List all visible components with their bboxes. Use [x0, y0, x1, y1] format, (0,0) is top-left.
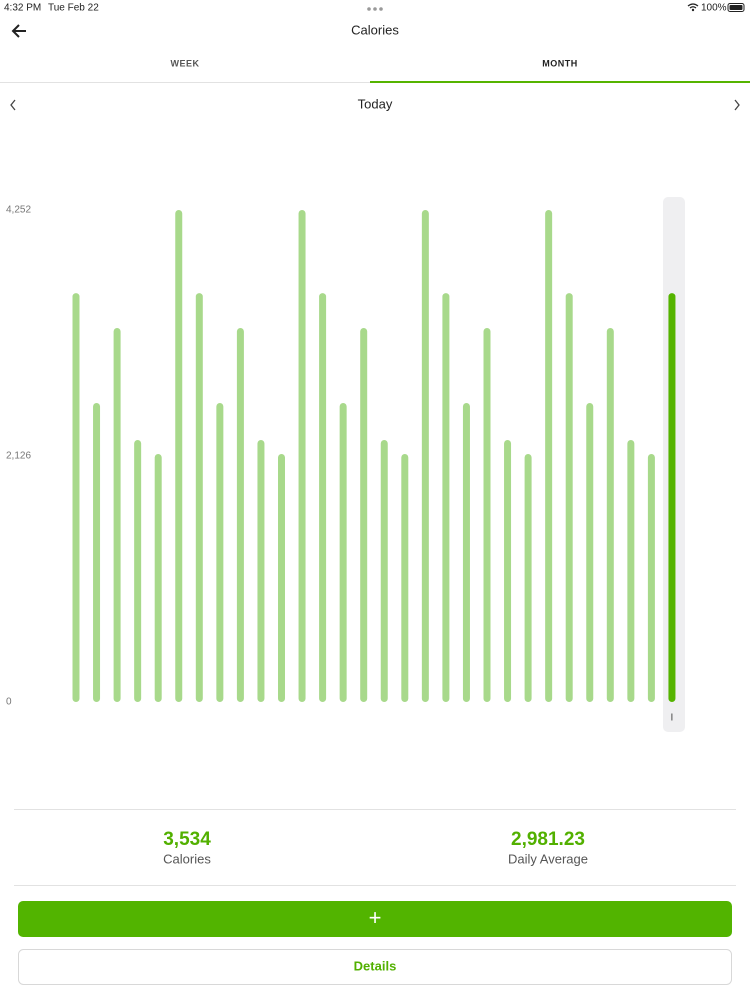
- y-tick-label: 0: [6, 697, 12, 708]
- bar[interactable]: [72, 293, 80, 702]
- wifi-icon: [687, 3, 699, 9]
- bar[interactable]: [93, 403, 101, 702]
- status-date: Tue Feb 22: [48, 3, 99, 14]
- tab-month[interactable]: MONTH: [542, 58, 578, 68]
- wifi-dot: [691, 8, 695, 12]
- bar[interactable]: [647, 454, 655, 702]
- bar[interactable]: [134, 440, 142, 702]
- status-time: 4:32 PM: [4, 3, 41, 14]
- bar[interactable]: [360, 328, 368, 702]
- bar[interactable]: [339, 403, 347, 702]
- prev-button[interactable]: [10, 99, 16, 111]
- summary-label: Daily Average: [508, 851, 588, 866]
- battery-icon: [727, 3, 745, 12]
- tab-week[interactable]: WEEK: [171, 58, 200, 68]
- x-tick-label: I: [671, 713, 674, 724]
- bar[interactable]: [586, 403, 594, 702]
- bar[interactable]: [545, 210, 553, 702]
- add-button[interactable]: [18, 901, 732, 937]
- bar[interactable]: [504, 440, 512, 702]
- bar[interactable]: [524, 454, 532, 702]
- battery-level: [729, 5, 743, 10]
- bar[interactable]: [483, 328, 491, 702]
- bar[interactable]: [175, 210, 183, 702]
- bar[interactable]: [195, 293, 203, 702]
- add-button-label: +: [369, 905, 382, 930]
- bar[interactable]: [401, 454, 409, 702]
- summary-label: Calories: [163, 851, 211, 866]
- next-button[interactable]: [734, 99, 740, 111]
- bar[interactable]: [606, 328, 614, 702]
- bar[interactable]: [236, 328, 244, 702]
- bar[interactable]: [421, 210, 429, 702]
- header-title: Calories: [351, 22, 399, 37]
- bar[interactable]: [442, 293, 450, 702]
- back-button[interactable]: [11, 24, 26, 38]
- bar[interactable]: [154, 454, 162, 702]
- bar[interactable]: [668, 293, 676, 702]
- status-battery: 100%: [701, 3, 727, 14]
- divider: [14, 885, 736, 886]
- divider: [14, 809, 736, 810]
- bar[interactable]: [278, 454, 285, 702]
- bar[interactable]: [380, 440, 388, 702]
- bar[interactable]: [462, 403, 470, 702]
- summary-value: 3,534: [163, 829, 211, 850]
- multitask-dots: [367, 7, 383, 11]
- bar[interactable]: [113, 328, 121, 702]
- bar[interactable]: [565, 293, 573, 702]
- bar[interactable]: [257, 440, 265, 702]
- tab-indicator: [370, 81, 750, 83]
- bar[interactable]: [298, 210, 306, 702]
- y-tick-label: 2,126: [6, 451, 31, 462]
- bar[interactable]: [627, 440, 635, 702]
- chart: 0 2,126 4,252 I: [6, 205, 676, 724]
- bar[interactable]: [216, 403, 224, 702]
- details-button[interactable]: [18, 949, 732, 985]
- y-tick-label: 4,252: [6, 205, 31, 216]
- bar[interactable]: [319, 293, 327, 702]
- summary-value: 2,981.23: [511, 829, 585, 850]
- details-button-label: Details: [354, 958, 397, 973]
- nav-label: Today: [358, 96, 393, 111]
